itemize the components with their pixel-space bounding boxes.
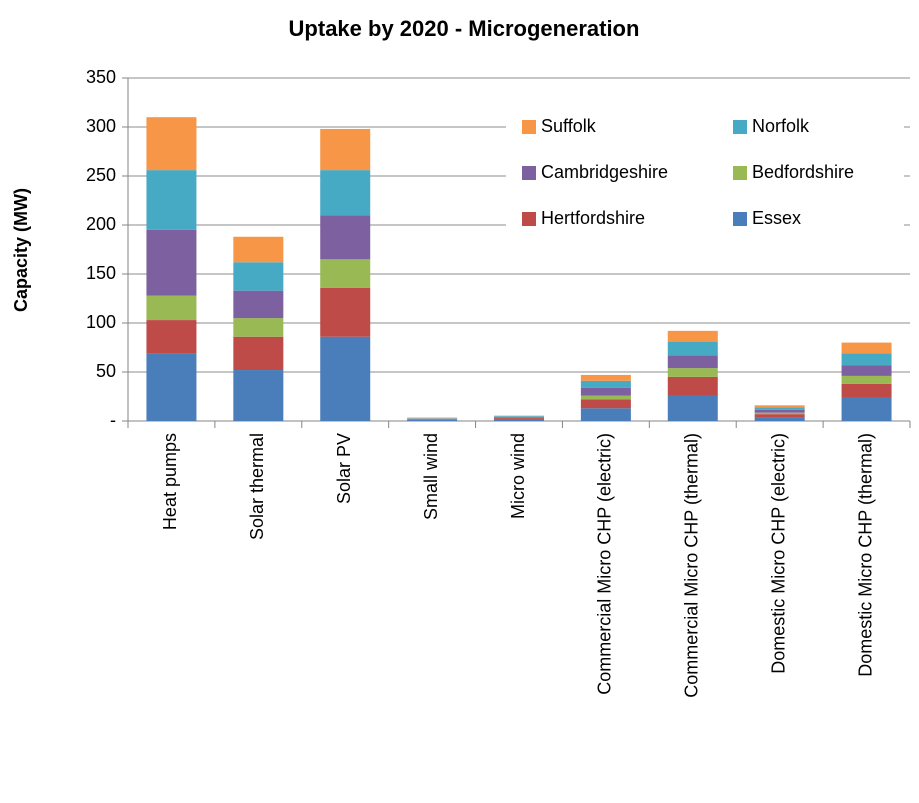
- legend-label: Suffolk: [541, 116, 597, 136]
- x-tick-label: Micro wind: [508, 433, 528, 519]
- y-tick-label: -: [110, 410, 116, 430]
- legend-box: [506, 106, 904, 244]
- legend-label: Norfolk: [752, 116, 810, 136]
- bar-segment: [580, 399, 631, 409]
- bar-segment: [494, 419, 544, 421]
- bar-segment: [580, 408, 631, 421]
- bar-segment: [754, 409, 805, 413]
- x-tick-label: Commercial Micro CHP (thermal): [682, 433, 702, 698]
- bar-segment: [841, 365, 892, 376]
- bar-segment: [494, 418, 544, 420]
- bar-segment: [146, 320, 197, 354]
- bar-segment: [841, 342, 892, 354]
- x-tick-label: Small wind: [421, 433, 441, 520]
- bar-segment: [667, 330, 718, 342]
- legend-swatch: [733, 166, 747, 180]
- bar-segment: [667, 395, 718, 421]
- bar-segment: [841, 375, 892, 384]
- bar-segment: [494, 416, 544, 418]
- bar-segment: [146, 117, 197, 171]
- bar-segment: [754, 407, 805, 410]
- bar-segment: [233, 290, 284, 319]
- bar-segment: [146, 295, 197, 321]
- bar-segment: [580, 387, 631, 396]
- bar-segment: [233, 236, 284, 263]
- legend-swatch: [522, 166, 536, 180]
- bar-segment: [754, 414, 805, 418]
- bar-segment: [320, 287, 371, 337]
- bar-segment: [841, 353, 892, 366]
- x-tick-label: Heat pumps: [160, 433, 180, 530]
- y-tick-label: 50: [96, 361, 116, 381]
- bar-segment: [320, 215, 371, 260]
- y-axis-label: Capacity (MW): [11, 188, 31, 312]
- y-tick-label: 100: [86, 312, 116, 332]
- chart-title: Uptake by 2020 - Microgeneration: [289, 16, 640, 41]
- bar-segment: [146, 170, 197, 230]
- bar-segment: [407, 417, 458, 419]
- x-tick-label: Solar thermal: [247, 433, 267, 540]
- y-tick-label: 150: [86, 263, 116, 283]
- bar-segment: [667, 376, 718, 396]
- y-tick-label: 350: [86, 67, 116, 87]
- bar-segment: [146, 353, 197, 421]
- bar-segment: [233, 318, 284, 337]
- bar-segment: [754, 412, 805, 415]
- bar-segment: [841, 397, 892, 421]
- y-tick-label: 250: [86, 165, 116, 185]
- legend-label: Hertfordshire: [541, 208, 645, 228]
- bar-segment: [320, 170, 371, 216]
- bar-segment: [146, 229, 197, 296]
- bar-segment: [667, 341, 718, 356]
- x-tick-label: Solar PV: [334, 433, 354, 504]
- x-tick-label: Commercial Micro CHP (electric): [595, 433, 615, 695]
- bar-segment: [233, 262, 284, 291]
- bar-segment: [754, 405, 805, 408]
- bar-segment: [233, 336, 284, 371]
- bar-segment: [667, 368, 718, 377]
- x-tick-label: Domestic Micro CHP (electric): [768, 433, 788, 674]
- y-tick-label: 300: [86, 116, 116, 136]
- legend-swatch: [522, 120, 536, 134]
- bar-segment: [494, 416, 544, 417]
- bar-segment: [320, 336, 371, 421]
- bar-segment: [407, 420, 458, 421]
- legend-swatch: [733, 120, 747, 134]
- legend-swatch: [522, 212, 536, 226]
- bar-segment: [754, 417, 805, 421]
- legend-label: Bedfordshire: [752, 162, 854, 182]
- bar-segment: [580, 374, 631, 381]
- bar-segment: [841, 383, 892, 398]
- bar-segment: [580, 380, 631, 388]
- bar-segment: [667, 355, 718, 369]
- legend-swatch: [733, 212, 747, 226]
- bar-segment: [320, 259, 371, 288]
- bar-segment: [233, 370, 284, 421]
- bar-segment: [320, 128, 371, 171]
- legend-label: Essex: [752, 208, 801, 228]
- x-tick-label: Domestic Micro CHP (thermal): [855, 433, 875, 677]
- y-tick-label: 200: [86, 214, 116, 234]
- bar-segment: [580, 395, 631, 400]
- legend-label: Cambridgeshire: [541, 162, 668, 182]
